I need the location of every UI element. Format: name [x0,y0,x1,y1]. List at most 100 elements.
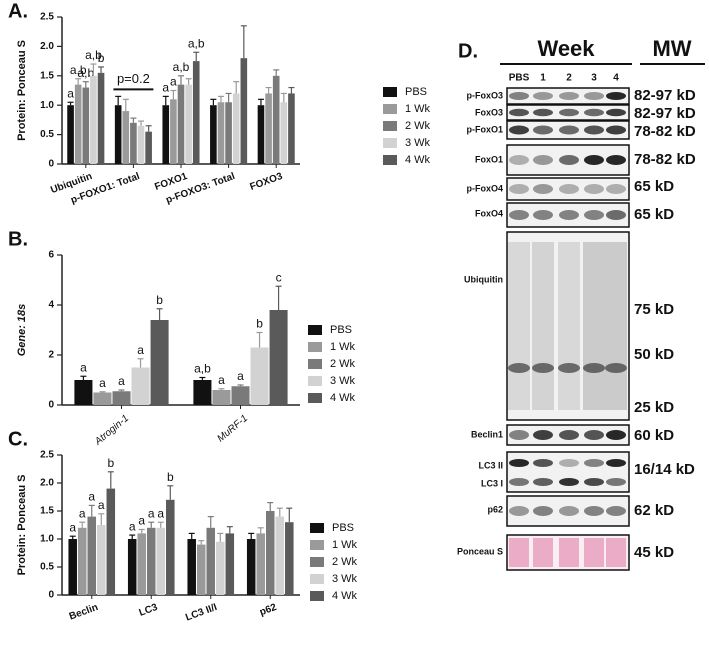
bar [246,539,256,595]
blot-frame [506,231,630,421]
band [559,92,579,100]
row-label: p-FoxO4 [466,183,503,193]
row-label: LC3 I [481,478,503,488]
band [533,125,553,135]
x-tick-label: FOXO3 [249,171,285,193]
row-label: p-FoxO3 [466,90,503,100]
legend-label: 2 Wk [330,358,356,370]
band [533,430,553,440]
y-tick-label: 0 [48,590,54,601]
legend-swatch [310,523,324,533]
band [606,210,626,220]
band [509,155,529,165]
mw-label: 78-82 kD [634,123,696,140]
x-tick-label: p62 [258,602,278,618]
significance-letter: b [156,293,163,307]
bar [256,533,265,595]
y-tick-label: 0.5 [40,562,54,573]
legend-swatch [310,557,324,567]
bar [265,511,275,595]
panel-label: B. [8,228,28,250]
legend-swatch [383,155,397,165]
band [509,430,529,440]
band [606,108,626,117]
blot-frame [506,177,630,201]
legend-label: 4 Wk [330,392,356,404]
legend-swatch [308,342,322,352]
y-tick-label: 1.5 [40,506,54,517]
legend-swatch [310,591,324,601]
panel-label: C. [8,428,28,450]
bar [193,380,212,405]
blot-frame [506,87,630,105]
mw-label: 60 kD [634,427,674,444]
bar [231,386,250,405]
row-label: LC3 II [478,460,503,470]
bar [240,58,248,164]
smear [508,242,530,410]
band [509,538,529,567]
bar [67,105,74,164]
significance-letter: a [157,506,164,520]
bar [77,527,87,595]
band [559,478,579,486]
bar [272,75,280,164]
bar [187,539,196,595]
x-tick-label: LC3 II/I [184,602,219,624]
significance-letter: a [79,506,86,520]
bar [127,539,137,595]
mw-label: 65 kD [634,206,674,223]
legend-label: 3 Wk [332,573,358,585]
row-label: p-FoxO1 [466,124,503,134]
band [533,538,553,567]
band [533,478,553,486]
bar [122,111,130,164]
lane-label: 2 [566,73,572,84]
bar [137,533,146,595]
band [559,125,579,135]
band [606,155,626,165]
blot-frame [506,451,630,493]
row-label: Ubiquitin [464,274,503,284]
smear [583,242,605,410]
band [509,478,529,486]
bar [217,102,225,164]
bar [156,527,166,595]
band [606,430,626,440]
band [584,538,604,567]
significance-letter: c [276,270,282,284]
legend-swatch [310,574,324,584]
week-header: Week [537,36,595,61]
bar [114,105,122,164]
lane-label: 1 [540,73,546,84]
bar [145,131,152,164]
y-axis-label: Protein: Ponceau S [16,475,28,576]
band [509,184,529,194]
legend-swatch [308,376,322,386]
smear [605,242,627,410]
lane-label: 4 [613,73,619,84]
bar [275,516,285,595]
bar [212,390,231,405]
legend-label: 4 Wk [332,590,358,602]
band [559,108,579,117]
band [509,210,529,220]
legend-label: 1 Wk [405,103,431,115]
y-tick-label: 0.5 [40,129,54,140]
bar [288,93,295,164]
significance-letter: a,b [70,63,87,77]
legend-swatch [383,87,397,97]
band [559,155,579,165]
significance-letter: a [218,373,225,387]
band [584,210,604,220]
bar [162,105,170,164]
mw-header: MW [652,36,691,61]
band [533,506,553,516]
bar [250,347,269,405]
band [533,184,553,194]
significance-letter: a [129,519,136,533]
mw-label: 75 kD [634,301,674,318]
significance-letter: a,b [173,60,190,74]
panel-label: D. [458,40,478,62]
band [509,125,529,135]
